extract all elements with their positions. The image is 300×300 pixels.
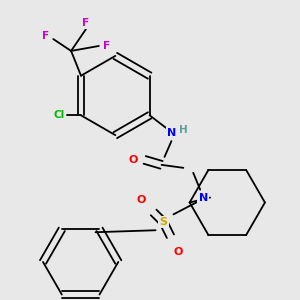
Text: O: O xyxy=(174,247,183,257)
Text: O: O xyxy=(128,155,137,165)
Text: S: S xyxy=(160,217,167,227)
Text: F: F xyxy=(103,41,110,51)
Text: O: O xyxy=(136,194,146,205)
Text: Cl: Cl xyxy=(54,110,65,120)
Text: F: F xyxy=(42,31,49,41)
Text: F: F xyxy=(82,18,89,28)
Text: N: N xyxy=(199,193,208,202)
Text: H: H xyxy=(179,125,188,135)
Text: N: N xyxy=(167,128,176,138)
